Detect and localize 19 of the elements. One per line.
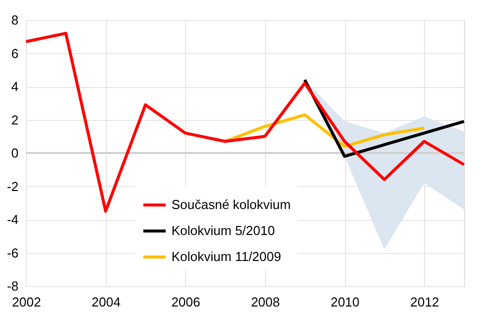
x-tick-label: 2004 [92, 294, 121, 310]
y-tick-label: 0 [11, 146, 18, 160]
y-tick-label: 6 [11, 46, 18, 61]
y-tick-label: -8 [6, 278, 18, 294]
x-tick-label: 2008 [250, 294, 280, 310]
line-series [24, 32, 466, 213]
y-tick-label: -2 [6, 178, 18, 194]
y-tick-label: 4 [11, 79, 18, 94]
y-tick-label: -6 [6, 245, 18, 260]
y-tick-label: 8 [11, 12, 18, 28]
x-tick-label: 2010 [330, 294, 360, 310]
legend-label: Kolokvium 11/2009 [172, 249, 282, 264]
x-tick-label: 2012 [410, 294, 440, 310]
legend-label: Současné kolokvium [172, 197, 291, 212]
y-tick-label: -4 [6, 212, 18, 227]
x-tick-label: 2006 [171, 294, 200, 310]
x-tick-label: 2002 [12, 294, 41, 310]
y-tick-label: 2 [11, 112, 18, 128]
legend-label: Kolokvium 5/2010 [172, 223, 275, 238]
